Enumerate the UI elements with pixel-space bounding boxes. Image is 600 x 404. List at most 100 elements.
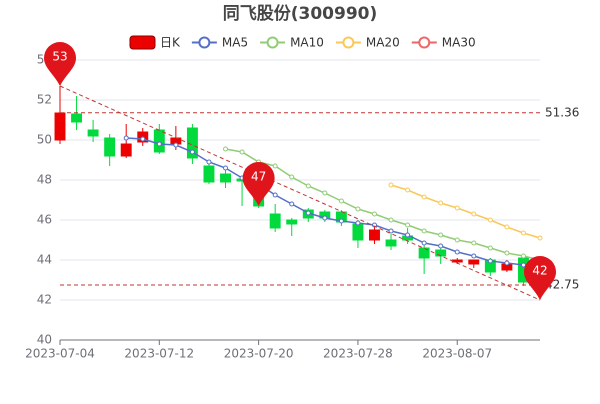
ma-point: [223, 165, 229, 171]
legend-item: MA10: [260, 36, 324, 50]
ma-point: [156, 141, 162, 147]
ma-point: [355, 220, 361, 226]
ma-point: [371, 211, 377, 217]
ma-point: [487, 217, 493, 223]
ma-point: [421, 194, 427, 200]
mark-line-label: 51.36: [545, 105, 579, 119]
ma-point: [140, 136, 146, 142]
ma-point: [471, 211, 477, 217]
trend-line: [59, 85, 541, 301]
y-tick-label: 44: [37, 253, 52, 267]
ma-point: [405, 232, 411, 238]
legend-label: MA20: [366, 36, 400, 50]
ma-point: [421, 228, 427, 234]
ma-point: [438, 232, 444, 238]
candle-body: [87, 129, 99, 137]
candle-body: [352, 223, 364, 241]
ma-point: [454, 205, 460, 211]
ma-point: [388, 217, 394, 223]
mark-line-label: 42.75: [545, 278, 579, 292]
ma-point: [454, 249, 460, 255]
candle-body: [269, 213, 281, 229]
mark-pin-label: 42: [532, 264, 547, 278]
ma-point: [305, 210, 311, 216]
legend-label: MA30: [442, 36, 476, 50]
ma-point: [289, 201, 295, 207]
legend-item: MA20: [335, 36, 400, 50]
candle-body: [468, 259, 480, 265]
mark-pin: [242, 162, 275, 206]
ma-point: [206, 159, 212, 165]
ma-point: [338, 218, 344, 224]
candle-body: [369, 229, 380, 241]
legend-swatch: [342, 36, 355, 49]
legend-label: MA10: [290, 36, 324, 50]
ma-line: [390, 184, 541, 239]
x-tick-label: 2023-07-28: [323, 347, 393, 361]
ma-point: [537, 235, 543, 241]
ma-point: [173, 142, 179, 148]
ma-point: [471, 253, 477, 259]
ma-point: [405, 222, 411, 228]
ma-point: [487, 245, 493, 251]
ma-point: [322, 215, 328, 221]
y-tick-label: 48: [37, 173, 52, 187]
ma-line: [126, 137, 541, 271]
mark-pin: [44, 42, 76, 86]
x-tick-label: 2023-07-12: [124, 347, 194, 361]
mark-pin-label: 47: [251, 170, 266, 184]
ma-point: [471, 240, 477, 246]
chart-title: 同飞股份(300990): [223, 3, 378, 24]
candle-body: [385, 239, 397, 247]
candle-body: [418, 247, 430, 259]
ma-point: [189, 149, 195, 155]
ma-point: [520, 230, 526, 236]
ma-point: [504, 250, 510, 256]
candle-body: [71, 113, 83, 123]
ma-line: [225, 148, 541, 261]
ma-point: [405, 187, 411, 193]
ma-point: [487, 258, 493, 264]
ma-point: [421, 240, 427, 246]
y-tick-label: 40: [37, 333, 52, 347]
y-tick-label: 52: [37, 93, 52, 107]
ma-point: [388, 182, 394, 188]
ma-point: [504, 260, 510, 266]
x-tick-label: 2023-07-04: [25, 347, 95, 361]
ma-point: [355, 206, 361, 212]
y-tick-label: 46: [37, 213, 52, 227]
ma-point: [438, 200, 444, 206]
ma-point: [520, 262, 526, 268]
candle-body: [120, 143, 132, 157]
legend-item: MA5: [191, 36, 248, 50]
ma-point: [520, 253, 526, 259]
mark-pin: [524, 256, 556, 300]
x-tick-label: 2023-07-20: [224, 347, 294, 361]
candle-body: [104, 137, 116, 157]
candle-body: [54, 112, 66, 141]
ma-point: [272, 163, 278, 169]
ma-point: [305, 183, 311, 189]
ma-point: [239, 149, 245, 155]
ma-point: [322, 190, 328, 196]
ma-point: [388, 228, 394, 234]
legend-label: MA5: [222, 36, 248, 50]
legend-swatch: [198, 36, 211, 49]
candle-body: [220, 173, 231, 183]
ma-point: [289, 174, 295, 180]
legend-swatch: [129, 35, 156, 50]
ma-point: [123, 135, 129, 141]
y-tick-label: 50: [37, 133, 52, 147]
candle-body: [153, 129, 165, 153]
ma-point: [338, 198, 344, 204]
ma-point: [504, 224, 510, 230]
candle-body: [435, 249, 447, 257]
ma-point: [223, 146, 229, 152]
legend-swatch: [266, 36, 279, 49]
candle-body: [203, 165, 215, 183]
ma-point: [438, 243, 444, 249]
x-tick-label: 2023-08-07: [422, 347, 492, 361]
ma-point: [454, 237, 460, 243]
mark-pin-label: 53: [52, 50, 67, 64]
